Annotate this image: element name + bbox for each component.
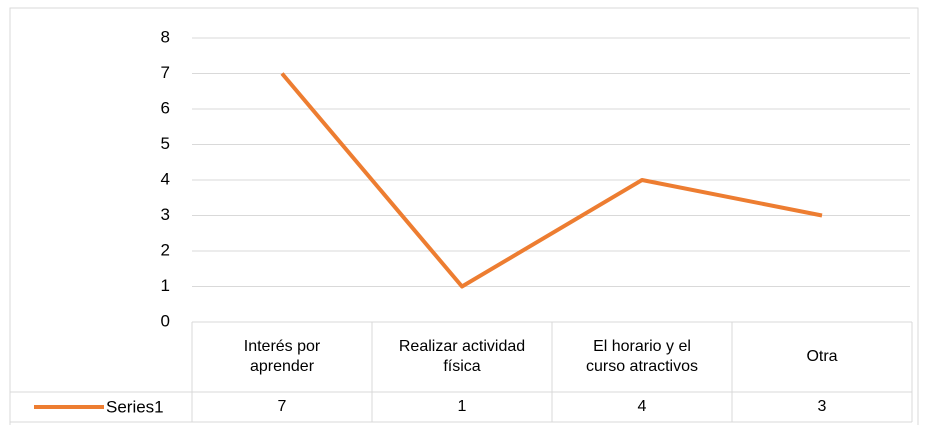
y-tick-label: 2: [161, 240, 170, 259]
x-tick-label: Realizar actividad física: [372, 322, 552, 392]
data-label-text: 4: [637, 398, 647, 415]
x-tick-label: Otra: [732, 322, 912, 392]
data-label-text: 3: [817, 398, 827, 415]
x-tick-label-text: Realizar actividad física: [398, 338, 526, 375]
data-label: 1: [372, 392, 552, 422]
y-tick-label: 6: [161, 98, 170, 117]
data-label-text: 1: [457, 398, 467, 415]
data-label-text: 7: [277, 398, 287, 415]
x-tick-label-text: El horario y el curso atractivos: [585, 338, 699, 375]
x-tick-label-text: Otra: [806, 348, 838, 365]
y-tick-label: 7: [161, 63, 170, 82]
x-tick-label: Interés por aprender: [192, 322, 372, 392]
y-tick-label: 5: [161, 134, 170, 153]
y-tick-label: 4: [161, 169, 170, 188]
data-label: 7: [192, 392, 372, 422]
data-label: 4: [552, 392, 732, 422]
y-tick-label: 3: [161, 205, 170, 224]
legend-label: Series1: [106, 397, 164, 416]
y-tick-label: 0: [161, 311, 170, 330]
x-tick-label: El horario y el curso atractivos: [552, 322, 732, 392]
chart-frame: [9, 7, 919, 425]
y-tick-label: 1: [161, 276, 170, 295]
series-line: [280, 72, 823, 289]
data-label: 3: [732, 392, 912, 422]
x-tick-label-text: Interés por aprender: [243, 338, 321, 375]
y-tick-label: 8: [161, 27, 170, 46]
